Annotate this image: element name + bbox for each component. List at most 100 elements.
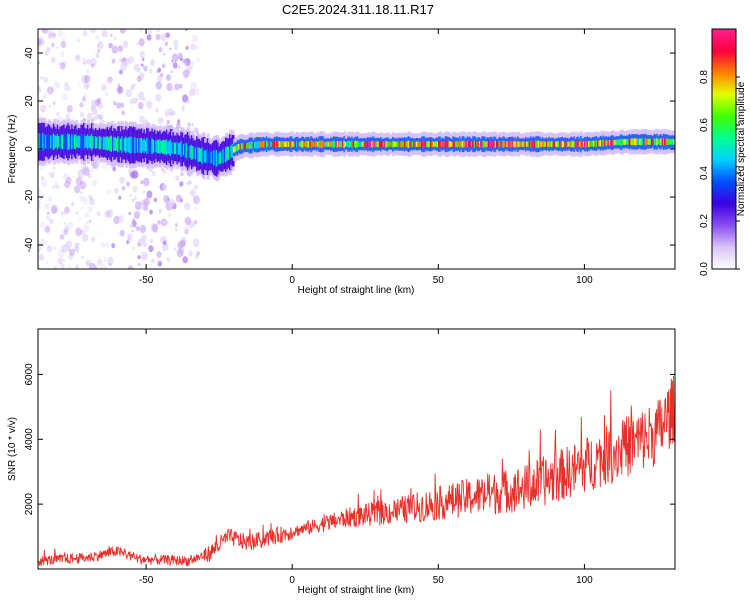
noise-cell [177, 119, 181, 124]
noise-cell [139, 29, 142, 32]
noise-cell [175, 175, 180, 181]
colorbar-ticks: 0.0 0.2 0.4 0.6 0.8 [699, 70, 740, 276]
noise-cell [82, 224, 90, 233]
noise-cell [129, 223, 134, 229]
noise-cell [53, 265, 58, 269]
noise-cell [60, 211, 66, 218]
noise-cell [143, 242, 147, 248]
noise-cell [127, 233, 133, 240]
noise-cell [66, 176, 72, 184]
noise-cell [157, 260, 163, 267]
noise-cell [83, 61, 87, 66]
noise-cell [113, 101, 117, 106]
noise-cell [188, 250, 193, 257]
noise-cell [172, 88, 175, 92]
noise-cell [57, 29, 64, 37]
noise-cell [122, 58, 130, 67]
noise-cell [119, 229, 125, 237]
noise-cell [191, 60, 196, 66]
noise-cell [82, 30, 88, 37]
noise-cell [113, 36, 117, 41]
noise-cell [63, 222, 66, 225]
noise-cell [191, 123, 194, 126]
noise-cell [156, 29, 160, 33]
noise-cell [47, 172, 51, 176]
ridge-core [673, 139, 675, 145]
noise-cell [86, 85, 90, 89]
noise-cell [68, 253, 74, 260]
noise-cell [111, 243, 116, 249]
noise-cell [162, 220, 167, 226]
spectrogram-marks [38, 29, 675, 269]
noise-cell [38, 242, 44, 250]
noise-cell [81, 255, 84, 259]
noise-cell [82, 197, 88, 205]
noise-cell [111, 58, 116, 64]
noise-cell [129, 84, 135, 91]
noise-cell [125, 89, 132, 98]
noise-cell [133, 63, 140, 72]
noise-cell [125, 181, 131, 187]
noise-cell [180, 172, 184, 177]
noise-cell [94, 98, 101, 107]
noise-cell [136, 42, 139, 46]
colorbar-tick-label: 0.2 [699, 214, 710, 228]
noise-cell [104, 242, 110, 249]
noise-cell [96, 113, 101, 120]
noise-cell [41, 29, 49, 35]
noise-cell [66, 105, 73, 113]
x-tick-label: 100 [576, 275, 593, 286]
noise-cell [192, 238, 200, 248]
noise-cell [51, 206, 58, 215]
noise-cell [107, 256, 114, 266]
noise-cell [105, 76, 112, 85]
noise-cell [184, 216, 192, 226]
noise-cell [126, 240, 130, 245]
y-tick-label: 2000 [24, 493, 35, 516]
noise-cell [174, 83, 180, 91]
noise-cell [65, 240, 72, 249]
noise-cell [179, 181, 184, 187]
noise-cell [76, 264, 79, 268]
noise-cell [80, 165, 88, 175]
snr-x-ticks: -50 0 50 100 [139, 329, 593, 586]
noise-cell [157, 220, 162, 225]
noise-cell [93, 115, 98, 122]
noise-cell [83, 81, 90, 90]
noise-cell [151, 223, 159, 233]
noise-cell [100, 230, 103, 234]
noise-cell [66, 113, 71, 119]
noise-cell [195, 255, 199, 260]
x-tick-label: 50 [433, 275, 445, 286]
noise-cell [132, 186, 138, 193]
noise-cell [45, 261, 49, 265]
noise-cell [122, 40, 129, 48]
x-tick-label: 0 [289, 575, 295, 586]
noise-cell [101, 29, 108, 38]
noise-cell [39, 238, 46, 247]
noise-cell [175, 194, 182, 203]
noise-cell [113, 187, 119, 195]
noise-cell [92, 164, 97, 170]
noise-cell [108, 263, 112, 267]
noise-cell [171, 109, 176, 116]
noise-cell [160, 33, 167, 42]
snr-y-label: SNR (10 * v/v) [7, 417, 18, 481]
noise-cell [139, 50, 146, 59]
noise-cell [50, 88, 55, 94]
noise-cell [158, 208, 163, 214]
noise-cell [89, 198, 95, 206]
noise-cell [44, 225, 51, 234]
noise-cell [86, 69, 90, 74]
figure-title: C2E5.2024.311.18.11.R17 [282, 2, 434, 17]
noise-cell [59, 233, 65, 240]
noise-cell [74, 54, 81, 63]
noise-cell [91, 236, 96, 242]
noise-cell [51, 42, 55, 48]
y-tick-label: 40 [24, 47, 35, 59]
x-tick-label: 0 [289, 275, 295, 286]
noise-cell [171, 53, 179, 63]
noise-cell [38, 189, 42, 195]
noise-cell [161, 63, 166, 69]
noise-cell [193, 87, 200, 96]
